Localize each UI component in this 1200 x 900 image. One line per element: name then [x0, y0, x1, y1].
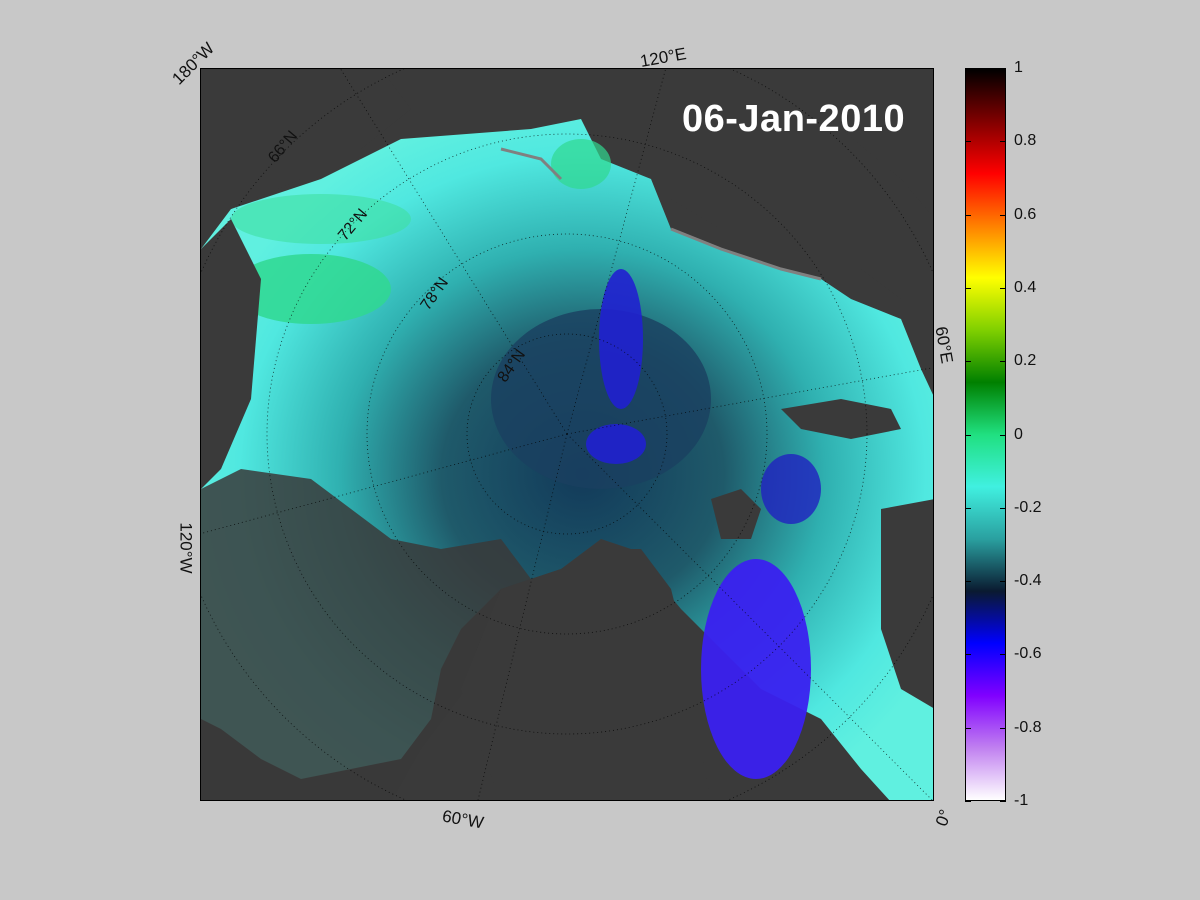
colorbar-tick-mark-left [965, 361, 971, 363]
colorbar-tick-label: -0.2 [1014, 498, 1042, 516]
colorbar-tick-label: 0.6 [1014, 205, 1037, 223]
negative-anomaly-center [491, 309, 711, 489]
scandinavia [881, 499, 933, 708]
colorbar-tick-label: 0.2 [1014, 352, 1037, 370]
colorbar-tick-mark-left [965, 507, 971, 509]
colorbar-tick-mark [1000, 361, 1006, 363]
lon-label-120w: 120°W [176, 522, 196, 574]
colorbar-tick-mark [1000, 287, 1006, 289]
colorbar-tick-mark-left [965, 801, 971, 802]
colorbar-tick-label: -0.4 [1014, 572, 1042, 590]
positive-anomaly-north [551, 139, 611, 189]
colorbar-tick-mark-left [965, 727, 971, 729]
colorbar-tick-label: -0.8 [1014, 718, 1042, 736]
graticule [201, 69, 933, 800]
colorbar-tick-mark-left [965, 214, 971, 216]
colorbar-tick-label: 0.8 [1014, 132, 1037, 150]
lon-label-60e: 60°E [931, 325, 957, 365]
strong-negative-patch-1 [599, 269, 643, 409]
arctic-map [200, 68, 934, 801]
greenland [461, 549, 711, 800]
colorbar-tick-mark-left [965, 434, 971, 436]
colorbar-tick-label: -1 [1014, 792, 1029, 809]
colorbar-tick-mark-left [965, 654, 971, 656]
alaska [201, 69, 411, 209]
positive-anomaly-left [231, 254, 391, 324]
svalbard [711, 489, 761, 539]
colorbar-tick-mark-left [965, 581, 971, 583]
colorbar-tick-label: 0 [1014, 425, 1023, 443]
strong-negative-patch-3 [701, 559, 811, 779]
map-svg [201, 69, 933, 800]
colorbar-tick-mark-left [965, 141, 971, 143]
north-america-coast [201, 219, 261, 489]
colorbar-tick-label: 0.4 [1014, 278, 1037, 296]
ice-edge-2 [500, 147, 563, 181]
lon-label-60w: 60°W [440, 806, 486, 833]
colorbar-tick-mark [1000, 68, 1006, 69]
colorbar-tick-mark [1000, 141, 1006, 143]
colorbar-tick-mark-left [965, 287, 971, 289]
positive-anomaly-top [231, 194, 411, 244]
ice-edge-1 [670, 227, 822, 281]
colorbar-tick-mark [1000, 581, 1006, 583]
canadian-archipelago [201, 469, 531, 800]
lon-label-0: 0° [931, 806, 956, 829]
colorbar-tick-label: -0.6 [1014, 645, 1042, 663]
colorbar-tick-mark [1000, 507, 1006, 509]
siberia [661, 109, 933, 299]
colorbar-tick-mark [1000, 214, 1006, 216]
colorbar-tick-mark [1000, 434, 1006, 436]
colorbar-tick-label: 1 [1014, 59, 1023, 76]
colorbar-tick-mark [1000, 654, 1006, 656]
strong-negative-patch-4 [761, 454, 821, 524]
novaya-zemlya [781, 399, 901, 439]
date-label: 06-Jan-2010 [682, 98, 906, 140]
colorbar-tick-mark [1000, 727, 1006, 729]
colorbar-tick-mark-left [965, 68, 971, 69]
strong-negative-patch-2 [586, 424, 646, 464]
colorbar-tick-mark [1000, 801, 1006, 802]
